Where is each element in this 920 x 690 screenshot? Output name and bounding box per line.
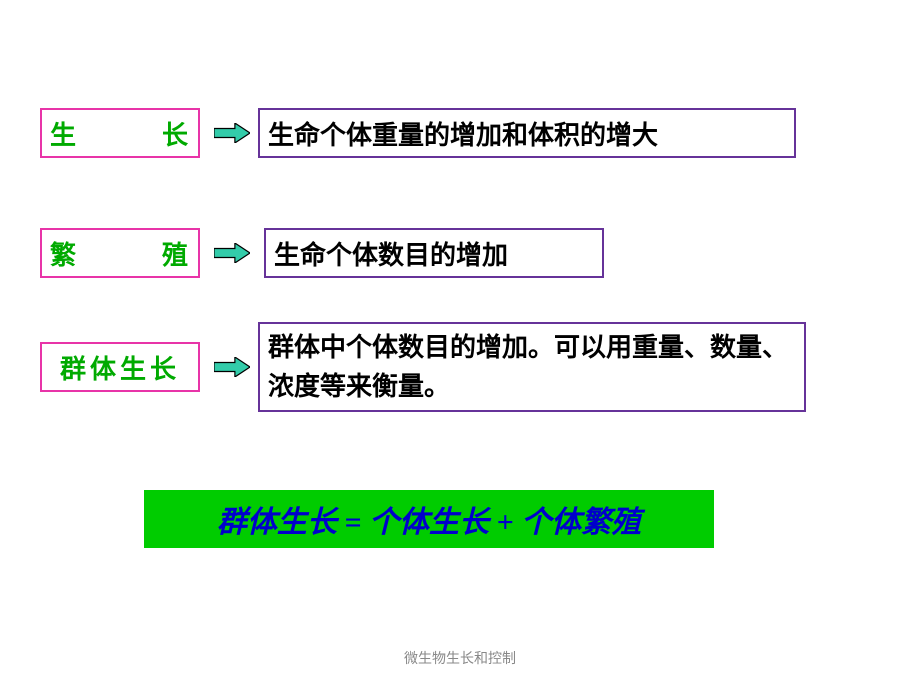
arrow-icon	[214, 357, 250, 377]
definition-box: 群体中个体数目的增加。可以用重量、数量、浓度等来衡量。	[258, 322, 806, 412]
footer-text: 微生物生长和控制	[404, 648, 516, 668]
term-box: 群体生长	[40, 342, 200, 392]
equation-box: 群体生长 = 个体生长 + 个体繁殖	[144, 490, 714, 548]
definition-box: 生命个体重量的增加和体积的增大	[258, 108, 796, 158]
arrow-icon	[214, 123, 250, 143]
arrow-icon	[214, 243, 250, 263]
term-box: 繁 殖	[40, 228, 200, 278]
diagram-row: 生 长生命个体重量的增加和体积的增大	[40, 108, 260, 158]
diagram-row: 繁 殖生命个体数目的增加	[40, 228, 260, 278]
definition-box: 生命个体数目的增加	[264, 228, 604, 278]
term-box: 生 长	[40, 108, 200, 158]
diagram-row: 群体生长群体中个体数目的增加。可以用重量、数量、浓度等来衡量。	[40, 342, 260, 392]
